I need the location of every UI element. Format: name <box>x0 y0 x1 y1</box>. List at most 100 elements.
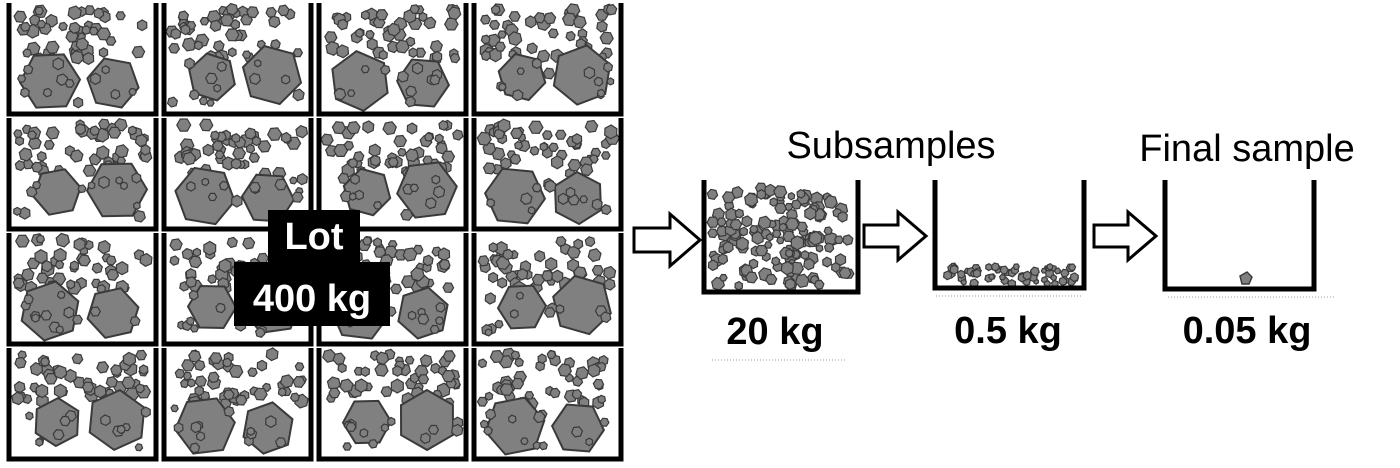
lot-particle <box>507 31 523 47</box>
lot-large-particle <box>483 167 547 225</box>
lot-particle <box>17 74 27 83</box>
lot-particle <box>527 206 536 215</box>
lot-particle <box>362 120 375 134</box>
lot-particle <box>452 129 464 141</box>
lot-particle <box>44 372 58 385</box>
lot-particle <box>516 67 525 75</box>
lot-particle <box>98 118 111 130</box>
lot-particle <box>169 255 180 266</box>
lot-particle <box>347 157 359 169</box>
lot-particle <box>538 441 548 451</box>
lot-particle <box>35 234 46 244</box>
lot-particle <box>97 240 111 255</box>
lot-particle <box>20 21 31 32</box>
lot-particle <box>89 125 100 137</box>
lot-particle <box>429 324 440 334</box>
lot-container <box>161 118 314 232</box>
lot-container <box>471 347 624 462</box>
subsample-1-particle <box>774 202 787 215</box>
lot-particle <box>82 51 95 66</box>
subsample-1-particle <box>780 260 794 276</box>
lot-particle <box>606 77 615 86</box>
lot-particle <box>520 192 533 206</box>
subsample-1-particle <box>815 244 824 253</box>
lot-particle <box>349 173 361 185</box>
lot-particle <box>531 183 542 193</box>
lot-particle <box>591 264 604 276</box>
lot-particle <box>246 426 255 436</box>
lot-particle <box>186 181 196 192</box>
subsample-1-particle <box>787 192 796 201</box>
lot-particle <box>218 180 230 191</box>
lot-particle <box>422 254 434 267</box>
lot-particle <box>98 175 110 189</box>
lot-particle <box>431 174 441 185</box>
lot-particle <box>368 143 382 158</box>
lot-large-particle <box>399 388 455 452</box>
lot-particle <box>499 157 512 170</box>
lot-particle <box>215 302 226 314</box>
lot-particle <box>63 306 75 319</box>
lot-particle <box>190 421 202 434</box>
lot-particle <box>31 161 43 173</box>
lot-particle <box>533 12 546 24</box>
lot-particle <box>251 135 262 147</box>
subsample-2-particle <box>1012 263 1020 271</box>
lot-particle <box>69 50 85 65</box>
lot-particle <box>105 255 117 266</box>
lot-particle <box>29 14 41 27</box>
lot-container <box>471 118 624 232</box>
lot-particle <box>444 17 459 31</box>
lot-particle <box>81 25 91 35</box>
lot-particle <box>265 415 277 429</box>
lot-particle <box>477 255 490 267</box>
lot-particle <box>573 238 584 250</box>
lot-particle <box>580 163 594 177</box>
lot-particle <box>584 236 596 248</box>
lot-particle <box>280 131 292 144</box>
lot-particle <box>602 265 617 280</box>
lot-particle <box>331 121 347 135</box>
lot-particle <box>565 30 576 42</box>
final-sample-particle <box>1239 271 1253 285</box>
lot-particle <box>417 374 430 385</box>
lot-particle <box>98 47 109 58</box>
lot-particle <box>292 375 306 389</box>
lot-particle <box>203 240 217 256</box>
lot-particle <box>289 392 300 403</box>
subsample-1-particle <box>804 206 817 221</box>
lot-particle <box>188 89 200 101</box>
lot-particle <box>354 189 365 201</box>
lot-particle <box>396 70 410 83</box>
lot-particle <box>405 36 416 47</box>
lot-particle <box>409 4 420 15</box>
subsample-2-particle <box>1040 267 1048 274</box>
lot-particle <box>199 16 210 26</box>
lot-particle <box>494 41 506 52</box>
lot-particle <box>547 28 559 39</box>
lot-particle <box>69 149 84 163</box>
lot-particle <box>441 150 456 163</box>
lot-particle <box>34 6 44 16</box>
lot-particle <box>169 238 183 252</box>
lot-particle <box>27 130 37 140</box>
lot-particle <box>180 24 191 36</box>
lot-particle <box>140 406 151 418</box>
subsample-1-particle <box>757 215 772 230</box>
lot-particle <box>207 192 218 202</box>
lot-particle <box>543 12 557 25</box>
lot-particle <box>531 57 542 70</box>
lot-particle <box>257 140 272 153</box>
lot-particle <box>487 271 499 284</box>
lot-particle <box>88 26 99 36</box>
lot-particle <box>131 172 142 184</box>
lot-particle <box>296 173 308 186</box>
subsample-1-particle <box>823 195 838 209</box>
lot-particle <box>31 313 40 323</box>
subsample-1-particle <box>707 259 719 272</box>
lot-particle <box>235 394 248 406</box>
lot-particle <box>66 279 76 290</box>
lot-particle <box>241 50 252 59</box>
lot-particle <box>507 414 517 424</box>
lot-particle <box>365 29 375 40</box>
